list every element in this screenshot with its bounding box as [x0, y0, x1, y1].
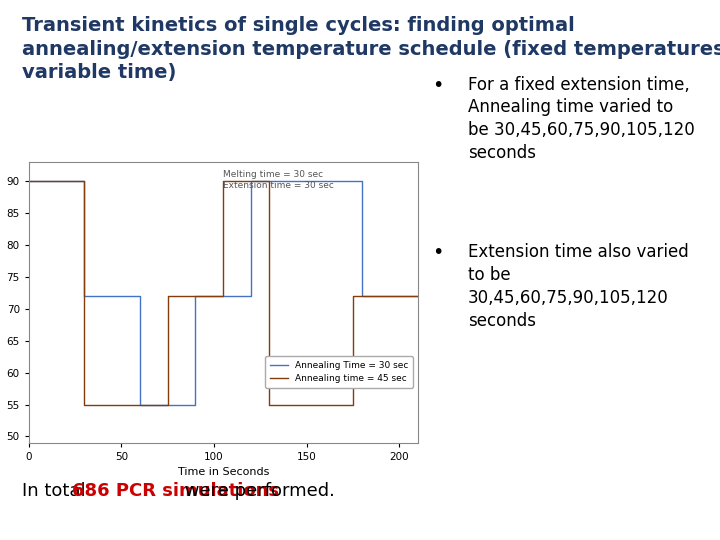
- Annealing time = 45 sec: [348, 293, 357, 299]
- Text: •: •: [432, 243, 444, 262]
- Annealing time = 45 sec: [265, 178, 274, 184]
- Annealing Time = 30 sec: [80, 178, 89, 184]
- Annealing Time = 30 sec: [358, 293, 366, 299]
- Annealing time = 45 sec: [348, 401, 357, 408]
- Annealing Time = 30 sec: [24, 178, 33, 184]
- Text: Melting time = 30 sec
Extension time = 30 sec: Melting time = 30 sec Extension time = 3…: [223, 171, 334, 190]
- Annealing time = 45 sec: [80, 401, 89, 408]
- Text: 686 PCR simulations: 686 PCR simulations: [72, 482, 279, 501]
- Annealing Time = 30 sec: [413, 293, 422, 299]
- Annealing time = 45 sec: [265, 401, 274, 408]
- Text: In total: In total: [22, 482, 91, 501]
- Annealing Time = 30 sec: [247, 293, 256, 299]
- Annealing Time = 30 sec: [191, 293, 199, 299]
- Annealing time = 45 sec: [163, 293, 172, 299]
- Annealing time = 45 sec: [163, 401, 172, 408]
- Line: Annealing Time = 30 sec: Annealing Time = 30 sec: [29, 181, 418, 404]
- X-axis label: Time in Seconds: Time in Seconds: [178, 468, 269, 477]
- Annealing Time = 30 sec: [247, 178, 256, 184]
- Annealing Time = 30 sec: [358, 178, 366, 184]
- Annealing Time = 30 sec: [80, 293, 89, 299]
- Annealing Time = 30 sec: [191, 401, 199, 408]
- Annealing Time = 30 sec: [135, 293, 144, 299]
- Legend: Annealing Time = 30 sec, Annealing time = 45 sec: Annealing Time = 30 sec, Annealing time …: [266, 356, 413, 388]
- Text: Transient kinetics of single cycles: finding optimal
annealing/extension tempera: Transient kinetics of single cycles: fin…: [22, 16, 720, 82]
- Annealing time = 45 sec: [219, 178, 228, 184]
- Annealing time = 45 sec: [219, 293, 228, 299]
- Text: •: •: [432, 76, 444, 94]
- Text: were performed.: were performed.: [179, 482, 335, 501]
- Line: Annealing time = 45 sec: Annealing time = 45 sec: [29, 181, 418, 404]
- Annealing Time = 30 sec: [135, 401, 144, 408]
- Y-axis label: Temperature in Deg C: Temperature in Deg C: [0, 241, 1, 363]
- Annealing time = 45 sec: [24, 178, 33, 184]
- Annealing time = 45 sec: [80, 178, 89, 184]
- Text: Extension time also varied
to be
30,45,60,75,90,105,120
seconds: Extension time also varied to be 30,45,6…: [468, 243, 689, 330]
- Text: For a fixed extension time,
Annealing time varied to
be 30,45,60,75,90,105,120
s: For a fixed extension time, Annealing ti…: [468, 76, 695, 163]
- Annealing time = 45 sec: [413, 293, 422, 299]
